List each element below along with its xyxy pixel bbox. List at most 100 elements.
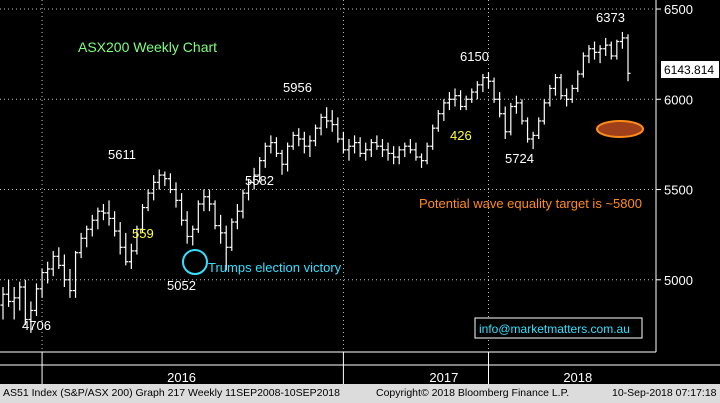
price-bar: [625, 34, 631, 82]
label-high-5611: 5611: [108, 147, 136, 162]
price-bar: [352, 135, 358, 154]
price-bars: [0, 31, 631, 333]
price-bar: [402, 142, 408, 158]
bloomberg-footer: AS51 Index (S&P/ASX 200) Graph 217 Weekl…: [0, 384, 720, 403]
label-low-4706: 4706: [22, 318, 51, 333]
price-bar: [173, 182, 179, 208]
price-bar: [128, 243, 134, 269]
price-bar: [251, 167, 257, 190]
price-bar: [190, 225, 196, 246]
price-bar: [145, 189, 151, 212]
price-bar: [474, 81, 480, 100]
price-bar: [39, 268, 45, 298]
price-bar: [123, 232, 129, 266]
price-bar: [273, 137, 279, 158]
price-bar: [346, 138, 352, 161]
price-bar: [234, 203, 240, 230]
price-bar: [95, 207, 101, 230]
price-bar: [329, 110, 335, 132]
price-bar: [285, 142, 291, 172]
price-bar: [430, 124, 436, 150]
price-bar: [89, 214, 95, 237]
price-bar: [290, 131, 296, 150]
price-bar: [502, 106, 508, 139]
price-bar: [564, 88, 570, 107]
price-bar: [614, 39, 620, 60]
price-bar: [50, 250, 56, 277]
election-circle: [182, 249, 208, 275]
footer-timestamp: 10-Sep-2018 07:17:18: [612, 387, 717, 399]
price-bar: [480, 74, 486, 93]
price-bar: [313, 124, 318, 147]
price-bar: [580, 52, 586, 78]
price-bar: [179, 193, 185, 226]
x-tick-label: 2018: [563, 370, 592, 385]
price-bar: [223, 225, 229, 271]
price-bar: [0, 287, 6, 320]
y-tick-label: 5500: [664, 183, 693, 198]
axes: 5000 5500 6000 6500 2016 2017 2018: [0, 0, 720, 385]
price-bar: [201, 189, 207, 212]
footer-copyright: Copyright© 2018 Bloomberg Finance L.P.: [376, 387, 570, 399]
price-bar: [491, 77, 497, 103]
label-low-5582: 5582: [245, 173, 274, 188]
price-bar: [134, 225, 140, 255]
label-wave-426: 426: [450, 128, 472, 143]
price-bar: [525, 117, 531, 143]
target-ellipse: [596, 120, 644, 138]
price-bar: [106, 200, 112, 226]
price-bar: [469, 88, 475, 103]
price-bar: [441, 99, 447, 121]
price-bar: [151, 175, 157, 201]
price-bar: [374, 135, 380, 150]
y-tick-label: 6000: [664, 92, 693, 107]
footer-security: AS51 Index (S&P/ASX 200) Graph 217 Weekl…: [3, 387, 340, 399]
price-bar: [547, 84, 553, 107]
price-bar: [11, 287, 17, 320]
price-bar: [413, 142, 419, 161]
price-bar: [391, 146, 397, 165]
grid-lines: [0, 0, 656, 352]
price-bar: [452, 88, 458, 107]
price-bar: [592, 41, 598, 60]
chart-title: ASX200 Weekly Chart: [78, 39, 217, 55]
price-bar: [67, 268, 73, 298]
price-bar: [156, 169, 162, 190]
price-bar: [419, 153, 425, 168]
label-high-6373: 6373: [596, 10, 625, 25]
price-bar: [318, 113, 324, 136]
last-price-tag: 6143.814: [661, 61, 719, 78]
price-bar: [56, 247, 62, 269]
price-bar: [597, 45, 603, 64]
contact-email[interactable]: info@marketmatters.com.au: [479, 322, 630, 336]
price-bar: [268, 135, 274, 154]
price-bar: [84, 225, 90, 248]
price-bar: [61, 254, 67, 288]
price-bar: [603, 37, 609, 56]
price-bar: [608, 41, 614, 60]
price-bar: [340, 131, 346, 154]
price-bar: [307, 135, 313, 158]
price-bar: [536, 117, 542, 139]
price-bar: [296, 128, 302, 147]
y-tick-label: 6500: [664, 2, 693, 17]
y-tick-label: 5000: [664, 273, 693, 288]
label-wave-559: 559: [132, 226, 154, 241]
price-bar: [463, 95, 469, 111]
price-bar: [379, 138, 385, 158]
price-bar: [541, 99, 547, 125]
price-bar: [513, 95, 519, 114]
price-bar: [552, 74, 558, 96]
price-bar: [73, 250, 79, 298]
price-bar: [586, 45, 592, 64]
price-bar: [167, 173, 173, 194]
contact-box: [474, 317, 643, 339]
label-low-5724: 5724: [505, 151, 534, 166]
price-bar: [385, 142, 391, 161]
price-bar: [458, 90, 464, 111]
price-bar: [619, 31, 625, 49]
price-bar: [407, 138, 413, 154]
price-bar: [140, 203, 146, 233]
price-bar: [206, 189, 212, 212]
